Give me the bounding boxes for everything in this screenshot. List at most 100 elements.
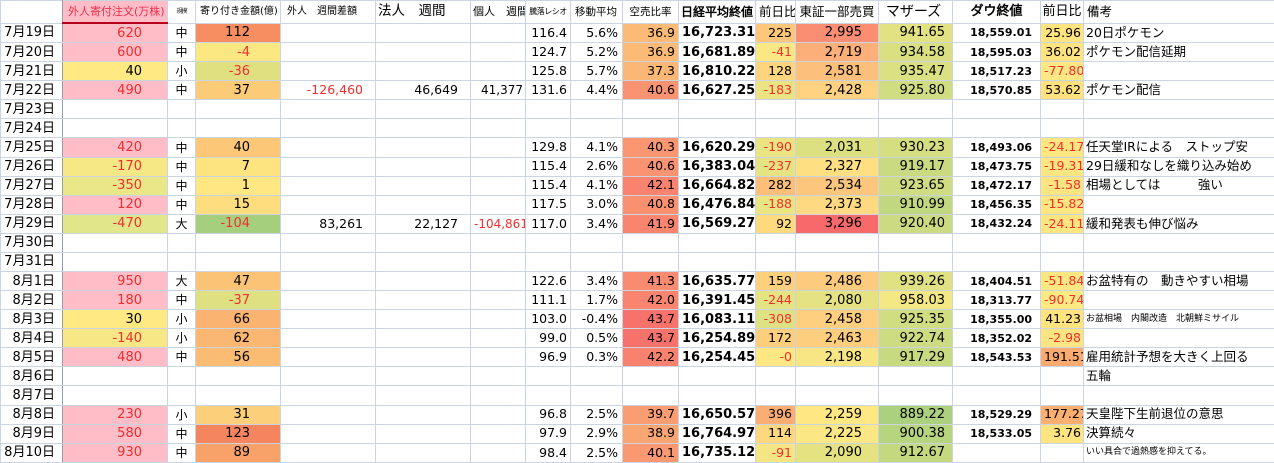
column-header-date[interactable] [0,0,63,24]
cell-date[interactable]: 8月5日 [0,347,63,368]
cell-size[interactable]: 中 [167,290,196,311]
cell-opening-amount[interactable]: 47 [195,271,281,292]
cell-opening-amount[interactable]: -37 [195,290,281,311]
cell-gaijin-order[interactable] [62,385,168,406]
cell-size[interactable]: 中 [167,80,196,101]
cell-dow-change[interactable] [1040,366,1084,387]
cell-gaijin-order[interactable]: -140 [62,328,168,349]
cell-hojin-week[interactable]: 22,127 [375,213,471,234]
cell-dow-change[interactable]: -24.17 [1040,137,1084,158]
cell-gaijin-order[interactable] [62,118,168,139]
cell-hojin-week[interactable] [375,251,471,273]
cell-opening-amount[interactable]: 112 [195,22,281,44]
cell-dow-change[interactable] [1040,251,1084,273]
cell-date[interactable]: 7月24日 [0,118,63,139]
cell-dow-close[interactable]: 18,473.75 [952,156,1041,177]
cell-nikkei-change[interactable] [755,99,796,120]
cell-date[interactable]: 8月4日 [0,328,63,349]
cell-kojin-week[interactable] [470,442,526,463]
cell-gaijin-week[interactable] [280,232,376,253]
column-header-nikkei-change[interactable]: 前日比 [755,0,796,24]
cell-touraku-ratio[interactable]: 111.1 [525,290,571,311]
cell-kojin-week[interactable] [470,309,526,330]
cell-nikkei-change[interactable]: 172 [755,328,796,349]
cell-tosho-volume[interactable]: 2,458 [795,309,879,330]
cell-opening-amount[interactable] [195,366,281,387]
cell-touraku-ratio[interactable]: 115.4 [525,156,571,177]
column-header-dow-change[interactable]: 前日比 [1040,0,1084,24]
cell-dow-change[interactable]: 177.27 [1040,404,1084,425]
cell-memo[interactable] [1083,290,1274,311]
cell-kojin-week[interactable] [470,328,526,349]
cell-nikkei-change[interactable]: -91 [755,442,796,463]
cell-dow-change[interactable]: -19.31 [1040,156,1084,177]
cell-kojin-week[interactable] [470,42,526,63]
cell-mothers[interactable]: 889.22 [878,404,953,425]
cell-touraku-ratio[interactable]: 99.0 [525,328,571,349]
column-header-mothers-index[interactable]: マザーズ [878,0,953,24]
cell-kojin-week[interactable] [470,99,526,120]
cell-dow-change[interactable]: -90.74 [1040,290,1084,311]
cell-moving-avg[interactable]: 3.4% [570,213,623,234]
cell-opening-amount[interactable] [195,232,281,253]
cell-tosho-volume[interactable]: 2,995 [795,22,879,44]
cell-nikkei-close[interactable]: 16,664.82 [678,175,756,196]
cell-gaijin-order[interactable]: 600 [62,42,168,63]
cell-mothers[interactable]: 925.35 [878,309,953,330]
cell-dow-close[interactable]: 18,570.85 [952,80,1041,101]
cell-hojin-week[interactable] [375,366,471,387]
cell-short-ratio[interactable]: 42.2 [622,347,679,368]
cell-dow-change[interactable]: -15.82 [1040,194,1084,215]
cell-moving-avg[interactable]: 2.5% [570,404,623,425]
cell-touraku-ratio[interactable]: 97.9 [525,423,571,444]
cell-nikkei-change[interactable]: -244 [755,290,796,311]
cell-mothers[interactable]: 919.17 [878,156,953,177]
cell-mothers[interactable] [878,251,953,273]
cell-touraku-ratio[interactable] [525,118,571,139]
cell-size[interactable]: 中 [167,442,196,463]
cell-tosho-volume[interactable]: 2,463 [795,328,879,349]
cell-gaijin-order[interactable]: 230 [62,404,168,425]
cell-dow-change[interactable] [1040,442,1084,463]
cell-gaijin-order[interactable]: 420 [62,137,168,158]
cell-nikkei-change[interactable] [755,251,796,273]
cell-hojin-week[interactable] [375,271,471,292]
cell-moving-avg[interactable]: 3.0% [570,194,623,215]
cell-size[interactable]: 中 [167,347,196,368]
cell-tosho-volume[interactable]: 2,198 [795,347,879,368]
cell-memo[interactable] [1083,99,1274,120]
cell-date[interactable]: 7月28日 [0,194,63,215]
cell-nikkei-close[interactable]: 16,391.45 [678,290,756,311]
cell-dow-change[interactable]: -1.58 [1040,175,1084,196]
cell-date[interactable]: 7月31日 [0,251,63,273]
cell-moving-avg[interactable]: 5.6% [570,22,623,44]
column-header-dow-close[interactable]: ダウ終値 [952,0,1041,24]
cell-moving-avg[interactable] [570,118,623,139]
cell-memo[interactable] [1083,328,1274,349]
cell-gaijin-week[interactable] [280,175,376,196]
cell-hojin-week[interactable] [375,442,471,463]
cell-opening-amount[interactable]: 62 [195,328,281,349]
cell-short-ratio[interactable] [622,385,679,406]
cell-touraku-ratio[interactable] [525,385,571,406]
cell-date[interactable]: 7月23日 [0,99,63,120]
cell-hojin-week[interactable] [375,42,471,63]
cell-kojin-week[interactable] [470,271,526,292]
cell-kojin-week[interactable] [470,404,526,425]
cell-mothers[interactable]: 939.26 [878,271,953,292]
cell-touraku-ratio[interactable] [525,232,571,253]
column-header-foreign-preopen-orders[interactable]: 外人寄付注文(万株) [62,0,168,24]
cell-dow-close[interactable]: 18,533.05 [952,423,1041,444]
cell-tosho-volume[interactable] [795,385,879,406]
cell-opening-amount[interactable] [195,118,281,139]
cell-size[interactable]: 中 [167,156,196,177]
cell-nikkei-change[interactable]: -237 [755,156,796,177]
cell-dow-change[interactable]: 53.62 [1040,80,1084,101]
cell-dow-close[interactable]: 18,456.35 [952,194,1041,215]
cell-nikkei-close[interactable]: 16,681.89 [678,42,756,63]
cell-hojin-week[interactable] [375,328,471,349]
cell-nikkei-close[interactable]: 16,476.84 [678,194,756,215]
cell-opening-amount[interactable] [195,251,281,273]
cell-dow-change[interactable]: -24.11 [1040,213,1084,234]
column-header-individual-weekly[interactable]: 個人 週間 [470,0,526,24]
